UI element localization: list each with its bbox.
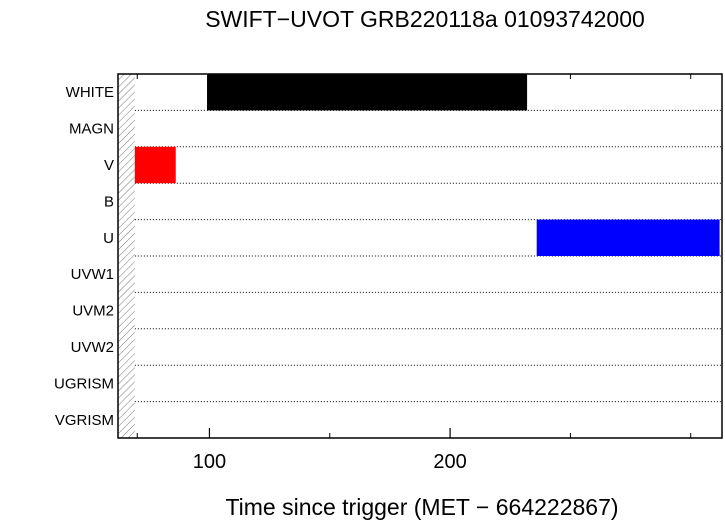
filter-labels: WHITE MAGN V B U UVW1 UVM2 UVW2 UGRISM VGRISM [54,84,114,429]
x-tick-label: 200 [433,451,466,473]
filter-label-u: U [103,230,114,247]
filter-label-b: B [104,193,114,210]
plot-frame [117,73,723,439]
exposure-bar-white [207,74,528,111]
exposure-bar-v [134,146,176,184]
chart-title: SWIFT−UVOT GRB220118a 01093742000 [205,6,645,32]
exposure-bar-u [536,219,720,256]
filter-label-v: V [104,157,114,174]
x-axis-label: Time since trigger (MET − 664222867) [225,494,618,520]
x-ticks: 100 200 [136,74,692,473]
filter-label-ugrism: UGRISM [54,375,114,392]
hatched-region [118,74,135,438]
filter-label-white: WHITE [66,84,114,101]
filter-label-magn: MAGN [69,121,114,138]
filter-label-uvw2: UVW2 [71,339,114,356]
hatched-area [118,74,135,438]
filter-label-uvm2: UVM2 [72,303,114,320]
exposure-bars [134,74,720,256]
x-tick-label: 100 [193,451,226,473]
filter-label-uvw1: UVW1 [71,266,114,283]
filter-label-vgrism: VGRISM [55,412,114,429]
